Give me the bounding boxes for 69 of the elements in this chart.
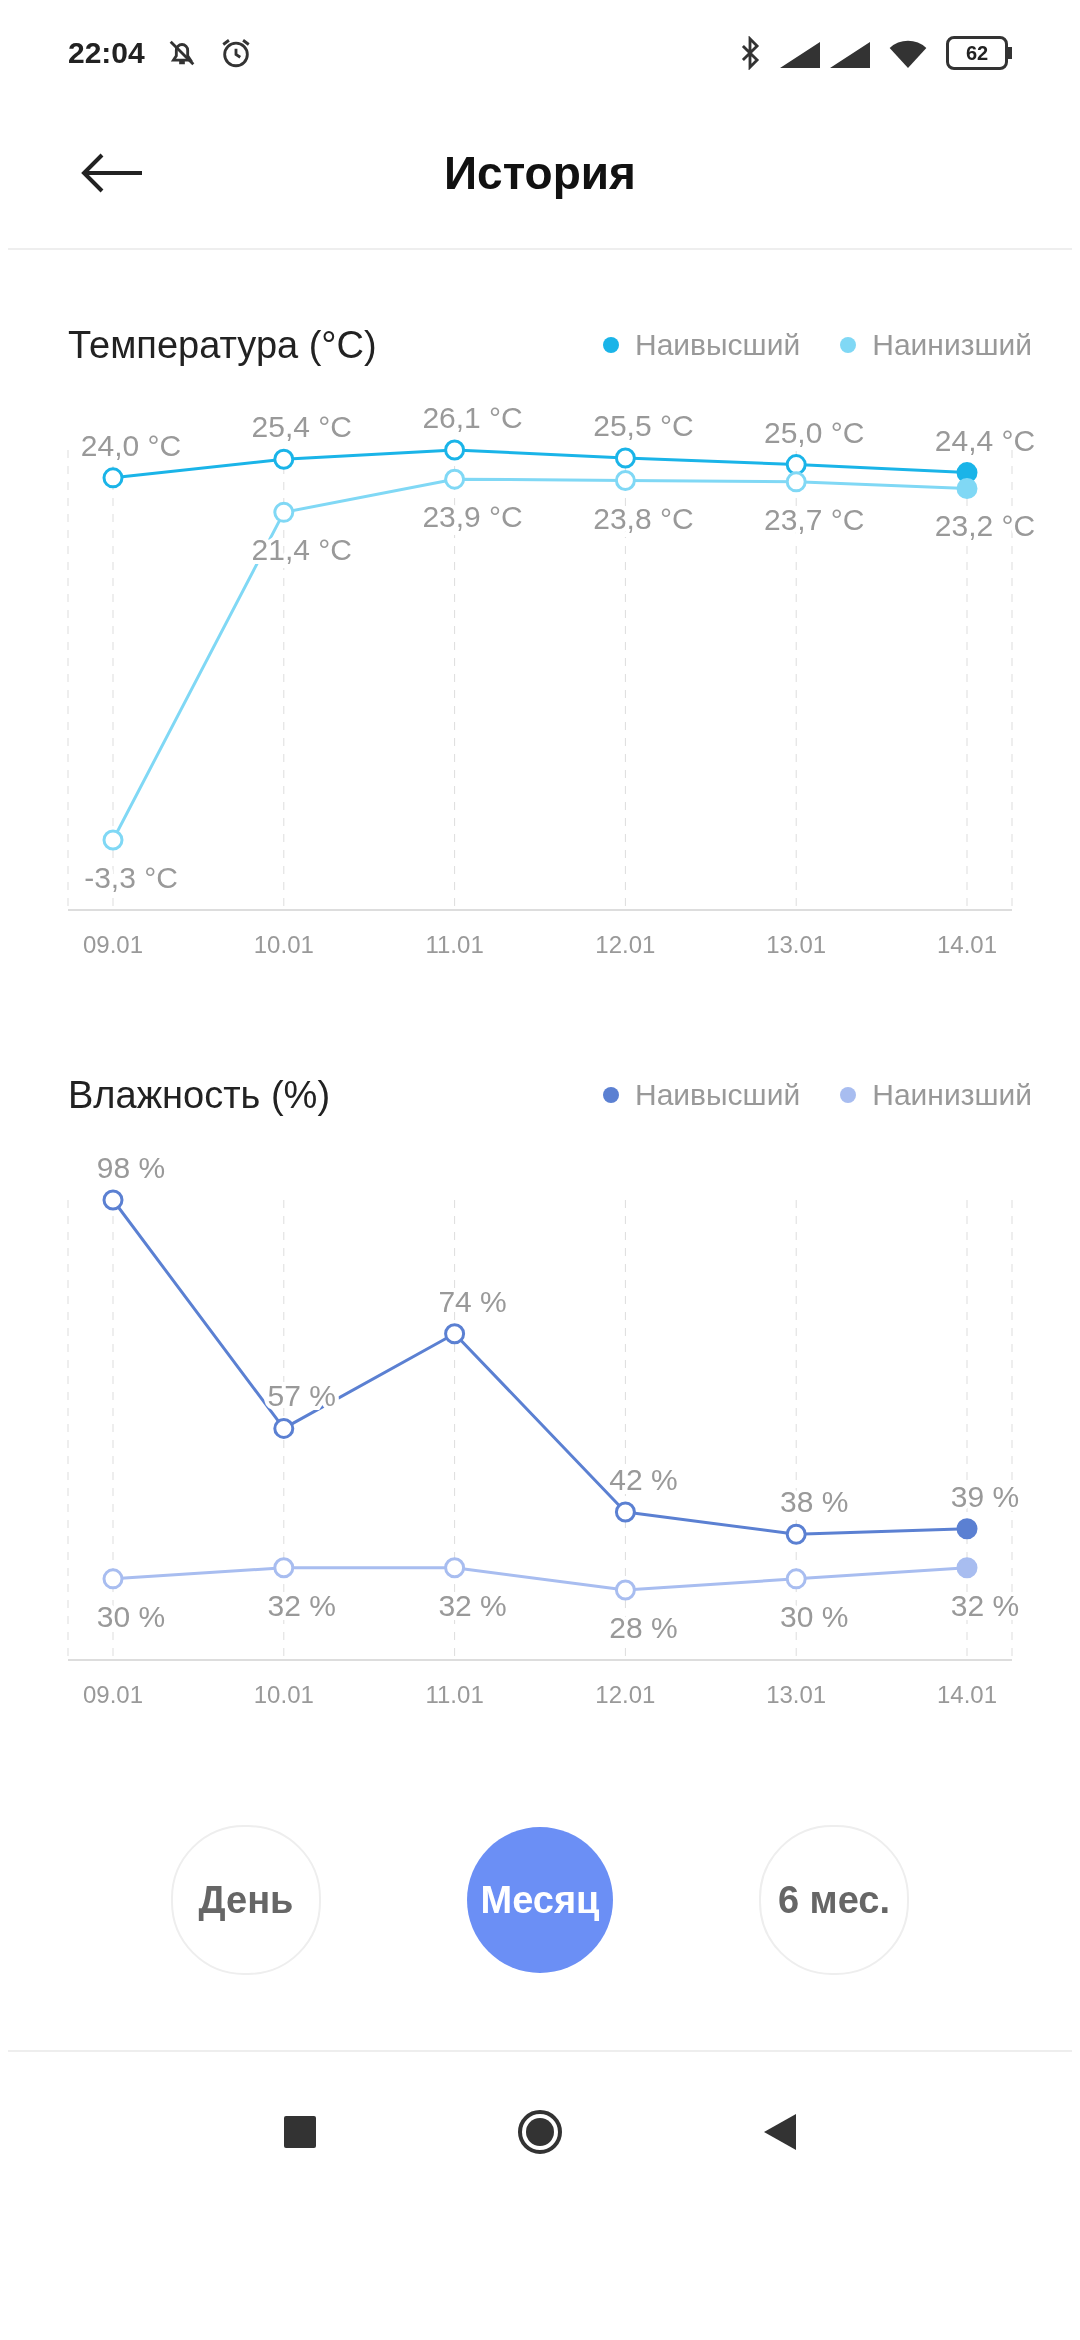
x-tick-label: 12.01 — [595, 931, 656, 959]
x-tick-label: 10.01 — [253, 1681, 314, 1709]
chart-title: Температура (°C) — [68, 323, 377, 367]
data-label: 23,8 °C — [593, 501, 694, 535]
data-label: 23,9 °C — [422, 500, 523, 534]
data-label: 28 % — [609, 1611, 678, 1644]
data-label: 30 % — [780, 1599, 849, 1633]
legend-label: Наинизший — [872, 328, 1032, 362]
point — [785, 1568, 807, 1590]
x-tick-label: 14.01 — [936, 1681, 998, 1709]
data-label: 23,2 °C — [934, 509, 1036, 543]
data-label: 23,7 °C — [764, 502, 865, 536]
x-tick-label: 13.01 — [766, 931, 827, 959]
data-label: 32 % — [438, 1588, 507, 1622]
x-tick-label: 13.01 — [766, 1681, 827, 1709]
data-label: 30 % — [96, 1599, 166, 1633]
text: 22:04 — [68, 36, 145, 70]
data-label: 38 % — [780, 1485, 849, 1519]
data-label: 57 % — [267, 1379, 336, 1413]
legend-label: Наивысший — [635, 1078, 801, 1112]
legend-label: Наинизший — [872, 1078, 1032, 1112]
x-tick-label: 11.01 — [425, 1681, 484, 1709]
point — [102, 1189, 124, 1211]
point — [273, 1417, 295, 1439]
point — [614, 447, 636, 469]
point — [956, 1518, 978, 1540]
data-label: -3,3 °C — [84, 861, 178, 894]
x-tick-label: 10.01 — [253, 931, 314, 959]
data-label: 24,4 °C — [934, 423, 1036, 457]
point — [273, 448, 295, 470]
data-label: 98 % — [96, 1151, 166, 1184]
point — [785, 471, 807, 493]
chart-title: Влажность (%) — [68, 1073, 331, 1117]
point — [614, 470, 636, 492]
point — [273, 1557, 295, 1579]
data-label: 42 % — [609, 1463, 678, 1496]
point — [444, 439, 466, 461]
text: История — [444, 146, 636, 200]
data-label: 39 % — [950, 1479, 1020, 1513]
point — [785, 1523, 807, 1545]
text: 6 мес. — [759, 1825, 909, 1975]
point — [956, 477, 978, 499]
text: День — [171, 1825, 321, 1975]
text: Месяц — [467, 1827, 613, 1973]
data-label: 32 % — [950, 1588, 1020, 1622]
x-tick-label: 09.01 — [82, 931, 144, 959]
point — [444, 1323, 466, 1345]
point — [614, 1501, 636, 1523]
x-tick-label: 11.01 — [425, 931, 484, 959]
point — [102, 1568, 124, 1590]
x-tick-label: 12.01 — [595, 1681, 656, 1709]
data-label: 24,0 °C — [80, 428, 182, 462]
point — [614, 1579, 636, 1601]
point — [273, 501, 295, 523]
point — [444, 468, 466, 490]
point — [444, 1557, 466, 1579]
point — [102, 829, 124, 851]
data-label: 74 % — [438, 1284, 507, 1318]
data-label: 25,0 °C — [764, 415, 865, 449]
data-label: 25,4 °C — [251, 410, 352, 444]
x-tick-label: 09.01 — [82, 1681, 144, 1709]
point — [102, 467, 124, 489]
point — [956, 1557, 978, 1579]
data-label: 32 % — [267, 1588, 336, 1622]
data-label: 26,1 °C — [422, 401, 523, 434]
data-label: 25,5 °C — [593, 408, 694, 442]
x-tick-label: 14.01 — [936, 931, 998, 959]
legend-label: Наивысший — [635, 328, 801, 362]
point — [785, 454, 807, 476]
